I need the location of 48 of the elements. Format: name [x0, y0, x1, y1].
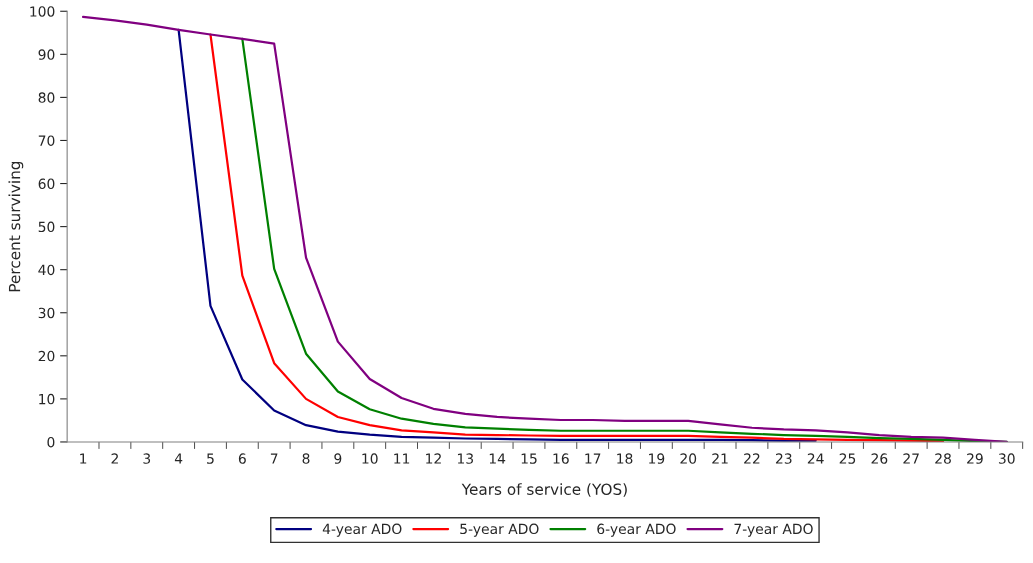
x-tick-label: 14: [489, 453, 506, 464]
legend-label: 5-year ADO: [460, 523, 539, 537]
x-tick-label: 4: [174, 453, 183, 464]
x-tick-label: 11: [394, 453, 410, 464]
x-tick-label: 20: [680, 453, 697, 464]
x-tick-label: 23: [775, 453, 792, 464]
x-tick-label: 6: [238, 453, 246, 464]
x-tick-label: 24: [807, 453, 824, 464]
x-tick-label: 28: [935, 453, 951, 464]
x-tick-label: 7: [270, 453, 278, 464]
y-tick-label: 10: [39, 393, 55, 405]
x-tick-label: 3: [143, 453, 151, 464]
line-series: [177, 28, 817, 442]
x-tick-label: 22: [744, 453, 760, 464]
legend-label: 4-year ADO: [322, 523, 402, 537]
x-tick-label: 16: [553, 453, 569, 464]
x-tick-label: 18: [617, 453, 633, 464]
x-tick-label: 2: [111, 453, 118, 464]
x-tick-label: 10: [362, 453, 378, 464]
legend-label: 7-year ADO: [734, 523, 813, 537]
y-tick-label: 50: [38, 221, 55, 233]
x-tick-label: 30: [998, 453, 1015, 464]
x-tick-label: 26: [871, 453, 888, 464]
y-tick-label: 70: [38, 135, 55, 146]
x-tick-label: 27: [903, 453, 919, 464]
y-tick-label: 100: [30, 6, 55, 17]
y-tick-label: 40: [38, 264, 55, 276]
y-tick-label: 80: [38, 92, 55, 103]
y-axis-title: Percent surviving: [8, 161, 24, 292]
x-tick-label: 1: [80, 453, 87, 464]
y-tick-label: 30: [38, 307, 55, 319]
x-tick-label: 21: [712, 453, 728, 464]
y-tick-label: 60: [38, 178, 55, 190]
x-tick-label: 25: [839, 453, 856, 464]
x-tick-label: 15: [521, 453, 537, 464]
x-tick-label: 5: [207, 453, 214, 464]
x-tick-label: 17: [585, 453, 601, 464]
x-tick-label: 12: [426, 453, 441, 464]
legend-label: 6-year ADO: [597, 523, 676, 537]
x-tick-label: 8: [302, 453, 310, 464]
y-tick-label: 20: [38, 350, 55, 362]
x-axis-title: Years of service (YOS): [461, 483, 627, 497]
x-tick-label: 13: [457, 453, 473, 464]
x-tick-label: 9: [334, 453, 342, 464]
y-tick-label: 0: [47, 436, 55, 448]
x-tick-label: 19: [649, 453, 665, 464]
y-tick-label: 90: [38, 49, 55, 60]
x-tick-label: 29: [967, 453, 983, 464]
